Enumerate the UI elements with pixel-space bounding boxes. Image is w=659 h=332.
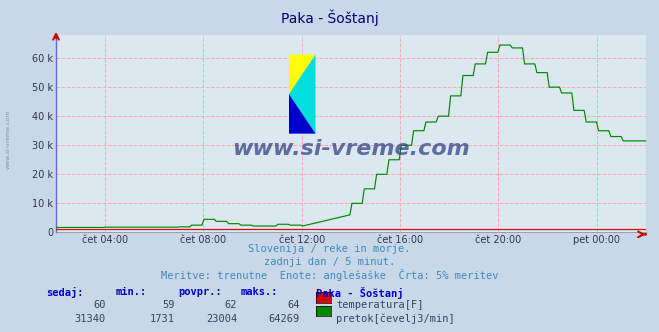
Polygon shape [289,55,316,94]
Text: 62: 62 [225,300,237,310]
Text: 59: 59 [162,300,175,310]
Text: pretok[čevelj3/min]: pretok[čevelj3/min] [336,314,455,324]
Text: 31340: 31340 [74,314,105,324]
Polygon shape [289,55,316,133]
Text: maks.:: maks.: [241,287,278,297]
Text: zadnji dan / 5 minut.: zadnji dan / 5 minut. [264,257,395,267]
Polygon shape [289,94,316,133]
Text: www.si-vreme.com: www.si-vreme.com [232,139,470,159]
Text: Paka - Šoštanj: Paka - Šoštanj [316,287,404,299]
Text: 60: 60 [93,300,105,310]
Text: temperatura[F]: temperatura[F] [336,300,424,310]
Text: sedaj:: sedaj: [46,287,84,298]
Text: Slovenija / reke in morje.: Slovenija / reke in morje. [248,244,411,254]
Text: 23004: 23004 [206,314,237,324]
Text: povpr.:: povpr.: [178,287,221,297]
Text: Paka - Šoštanj: Paka - Šoštanj [281,10,378,27]
Text: www.si-vreme.com: www.si-vreme.com [5,110,11,169]
Text: 64: 64 [287,300,300,310]
Text: Meritve: trenutne  Enote: anglešaške  Črta: 5% meritev: Meritve: trenutne Enote: anglešaške Črta… [161,269,498,281]
Text: 1731: 1731 [150,314,175,324]
Text: min.:: min.: [115,287,146,297]
Text: 64269: 64269 [269,314,300,324]
